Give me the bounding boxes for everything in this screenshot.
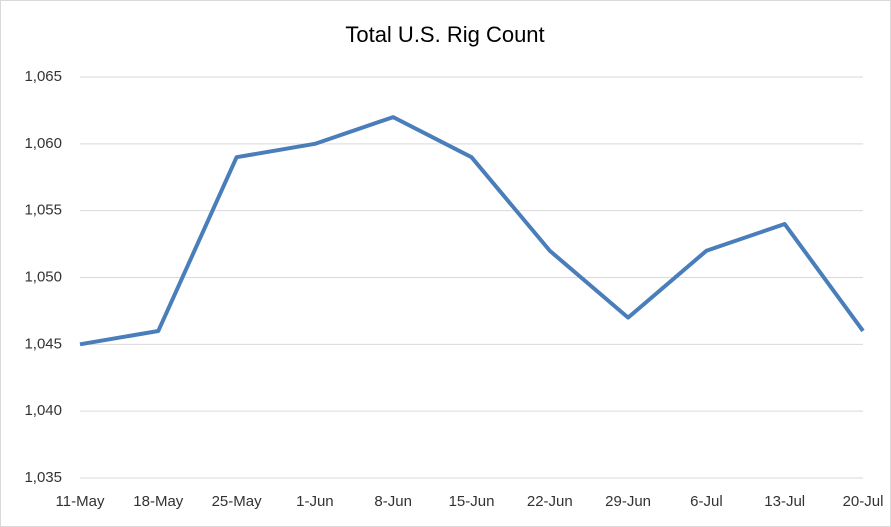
y-tick-label: 1,035 (24, 469, 62, 486)
x-tick-label: 11-May (56, 493, 105, 510)
x-tick-label: 13-Jul (764, 493, 805, 510)
x-tick-label: 20-Jul (843, 493, 884, 510)
x-tick-label: 18-May (133, 493, 184, 510)
y-tick-label: 1,045 (24, 335, 62, 352)
x-tick-label: 6-Jul (690, 493, 723, 510)
y-tick-label: 1,055 (24, 202, 62, 219)
y-tick-label: 1,040 (24, 402, 62, 419)
x-tick-label: 25-May (212, 493, 263, 510)
x-tick-label: 15-Jun (449, 493, 495, 510)
x-tick-label: 29-Jun (605, 493, 651, 510)
y-tick-label: 1,050 (24, 268, 62, 285)
x-tick-label: 8-Jun (374, 493, 412, 510)
data-line (79, 115, 865, 347)
x-tick-label: 22-Jun (527, 493, 573, 510)
y-tick-label: 1,065 (24, 68, 62, 85)
chart-title: Total U.S. Rig Count (345, 22, 544, 47)
y-tick-label: 1,060 (24, 135, 62, 152)
x-tick-label: 1-Jun (296, 493, 334, 510)
